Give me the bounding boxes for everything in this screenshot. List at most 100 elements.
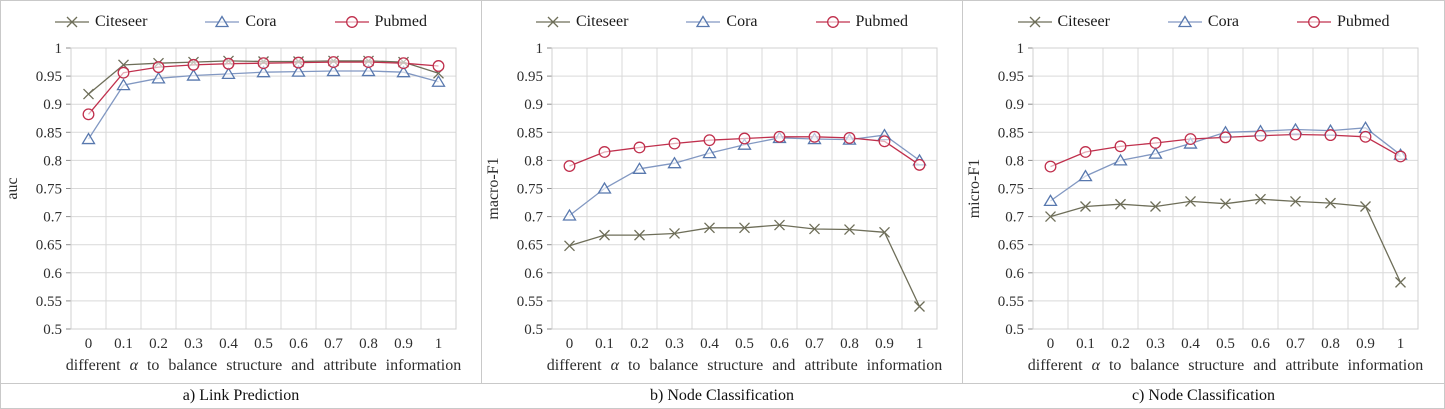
circle-marker-icon	[815, 16, 850, 28]
circle-marker-icon	[808, 130, 821, 143]
x-marker-icon	[844, 224, 855, 235]
circle-marker-icon	[327, 56, 340, 69]
plot-border	[551, 47, 938, 330]
triangle-marker-icon	[361, 64, 376, 77]
circle-marker-icon	[633, 141, 646, 154]
x-tick-label: 1	[1397, 336, 1405, 352]
legend-label: Pubmed	[374, 13, 427, 30]
panel-node-classification-macro: Citeseer Cora Pubmed 1 0.95 0.9 0.85 0.8 0.75 0.…	[482, 1, 963, 383]
triangle-marker-icon	[702, 146, 717, 159]
legend-label: Pubmed	[1337, 13, 1390, 30]
triangle-marker-icon	[1167, 15, 1202, 28]
legend-item-pubmed: Pubmed	[334, 13, 427, 31]
circle-marker-icon	[1079, 146, 1092, 158]
y-tick-label: 0.75	[517, 182, 543, 198]
circle-marker-icon	[292, 56, 305, 69]
x-marker-icon	[879, 226, 890, 238]
triangle-marker-icon	[1043, 194, 1058, 207]
y-tick-label: 0.6	[43, 266, 62, 282]
triangle-marker-icon	[1078, 169, 1093, 182]
triangle-marker-icon	[81, 132, 96, 145]
y-tick-label: 0.8	[524, 153, 543, 169]
circle-marker-icon	[843, 131, 856, 144]
triangle-marker-icon	[696, 15, 711, 28]
x-marker-icon	[564, 240, 575, 252]
y-tick-label: 0.95	[998, 69, 1024, 85]
triangle-marker-icon	[186, 68, 201, 81]
x-tick-label: 0.6	[1251, 336, 1270, 352]
y-tick-label: 0.8	[43, 153, 62, 169]
x-marker-icon	[914, 301, 925, 312]
x-marker-icon	[739, 222, 750, 234]
triangle-marker-icon	[1148, 146, 1163, 159]
legend-item-pubmed: Pubmed	[815, 13, 908, 31]
y-tick-label: 0.85	[998, 125, 1024, 141]
triangle-marker-icon	[597, 181, 612, 194]
x-tick-label: 1	[916, 336, 924, 352]
triangle-marker-icon	[396, 65, 411, 78]
circle-marker-icon	[432, 60, 445, 72]
panel-link-prediction: Citeseer Cora Pubmed 1 0.95 0.9 0.85 0.8 0.75 0.…	[1, 1, 482, 383]
x-tick-label: 0.2	[630, 336, 649, 352]
circle-marker-icon	[397, 57, 410, 70]
y-tick-label: 1	[536, 41, 544, 57]
panel-node-classification-micro: Citeseer Cora Pubmed 1 0.95 0.9 0.85 0.8 0.75 0.…	[963, 1, 1444, 383]
y-tick-label: 0.7	[524, 210, 543, 226]
circle-marker-icon	[1114, 140, 1127, 153]
x-tick-label: 0.3	[1146, 336, 1165, 352]
circle-marker-icon	[1359, 130, 1372, 143]
x-axis-title: different α to balance structure and att…	[1028, 357, 1423, 374]
circle-marker-icon	[826, 16, 839, 28]
x-tick-label: 0.1	[1076, 336, 1095, 352]
x-marker-icon	[83, 88, 94, 100]
x-tick-label: 0	[566, 336, 574, 352]
circle-marker-icon	[773, 130, 786, 143]
x-marker-icon	[66, 16, 78, 28]
caption-row: a) Link Prediction b) Node Classificatio…	[1, 383, 1444, 408]
circle-marker-icon	[117, 66, 130, 79]
circle-marker-icon	[222, 57, 235, 70]
triangle-marker-icon	[1177, 15, 1193, 28]
circle-marker-icon	[1149, 137, 1162, 149]
triangle-marker-icon	[221, 67, 236, 80]
circle-marker-icon	[257, 57, 270, 70]
y-tick-label: 0.95	[36, 69, 62, 85]
x-marker-icon	[1029, 16, 1040, 28]
y-tick-label: 0.55	[517, 294, 543, 310]
x-marker-icon	[1395, 276, 1406, 288]
y-tick-label: 1	[55, 41, 63, 57]
x-tick-label: 0.1	[114, 336, 133, 352]
circle-marker-icon	[82, 108, 95, 121]
x-marker-icon	[774, 219, 785, 231]
triangle-marker-icon	[205, 15, 240, 28]
circle-marker-icon	[598, 146, 611, 158]
circle-marker-icon	[152, 61, 165, 74]
x-tick-label: 0	[1047, 336, 1055, 352]
y-tick-label: 0.7	[1005, 210, 1024, 226]
y-tick-label: 0.75	[998, 182, 1024, 198]
x-axis-title: different α to balance structure and att…	[547, 357, 942, 374]
x-marker-icon	[1290, 195, 1301, 207]
x-marker-icon	[1080, 201, 1091, 212]
y-tick-label: 0.65	[517, 238, 543, 254]
triangle-marker-icon	[256, 65, 271, 78]
x-marker-icon	[1185, 195, 1196, 207]
x-marker-icon	[1325, 197, 1336, 209]
circle-marker-icon	[1219, 131, 1232, 144]
triangle-marker-icon	[1113, 153, 1128, 166]
legend-item-citeseer: Citeseer	[1017, 13, 1110, 31]
x-tick-label: 0.9	[875, 336, 894, 352]
x-marker-icon	[1045, 211, 1056, 223]
triangle-marker-icon	[291, 64, 306, 77]
x-tick-label: 0.2	[149, 336, 168, 352]
x-tick-label: 0.6	[770, 336, 789, 352]
legend: Citeseer Cora Pubmed	[482, 11, 962, 33]
circle-marker-icon	[1297, 16, 1332, 28]
y-axis-title: auc	[4, 177, 21, 199]
circle-marker-icon	[334, 16, 369, 28]
y-tick-label: 0.6	[524, 266, 543, 282]
x-marker-icon	[55, 16, 89, 28]
x-marker-icon	[1150, 201, 1161, 212]
x-marker-icon	[704, 222, 715, 234]
x-tick-label: 0.5	[1216, 336, 1235, 352]
